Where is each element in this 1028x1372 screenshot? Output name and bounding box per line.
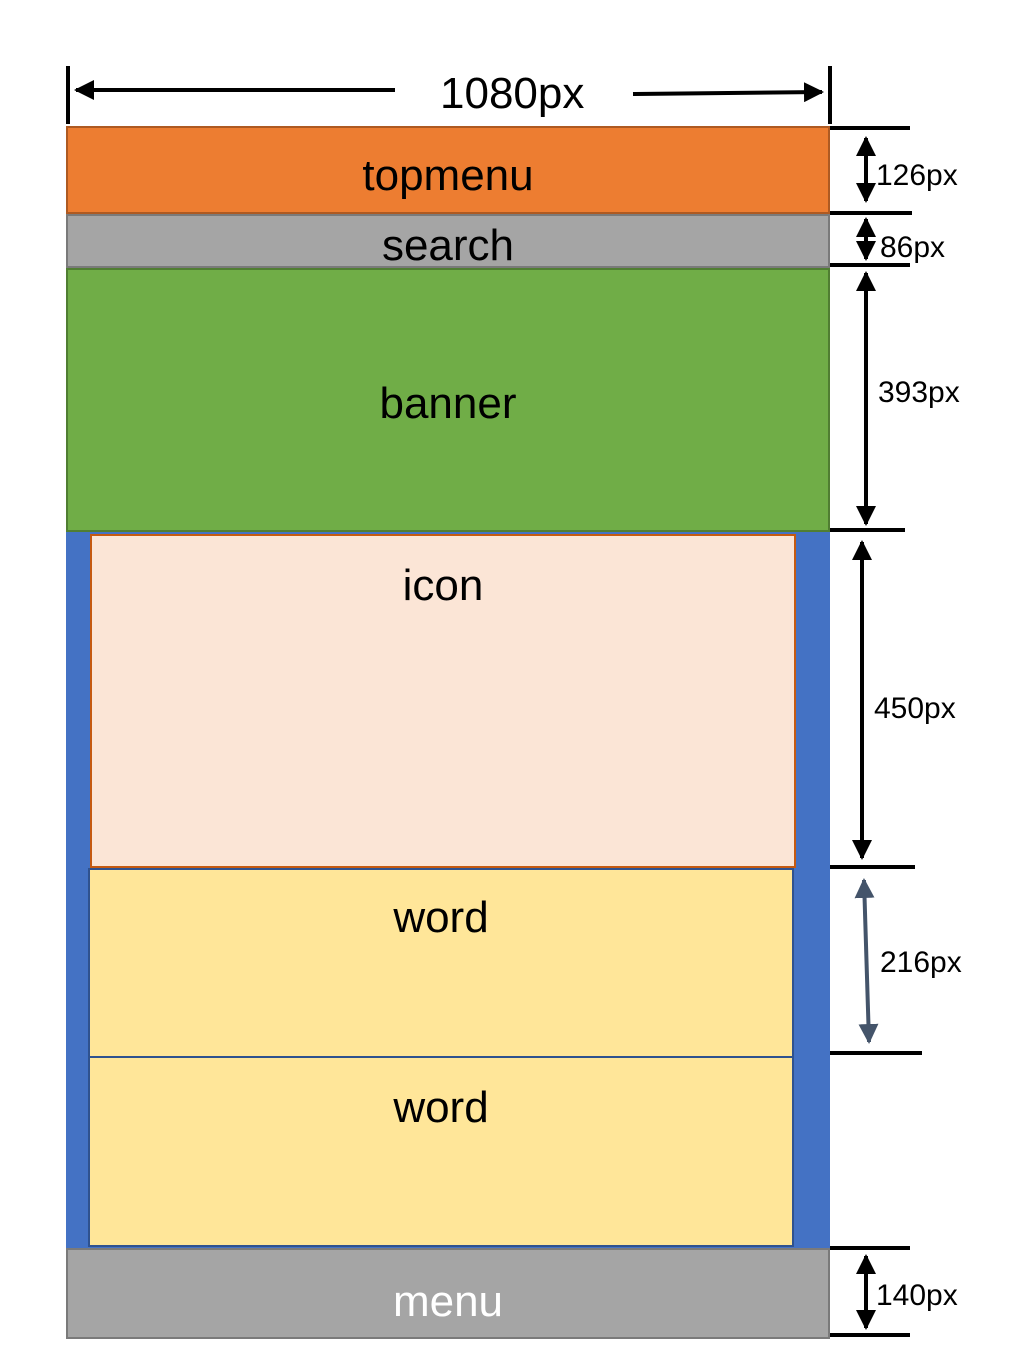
menu-label: menu	[392, 1277, 504, 1326]
icon-block: icon	[90, 534, 796, 868]
width-arrow-right	[632, 82, 824, 103]
topmenu-block: topmenu	[66, 126, 830, 214]
dim-arrow-word	[854, 878, 879, 1044]
dim-label-menu: 140px	[876, 1279, 958, 1312]
width-label: 1080px	[440, 69, 585, 118]
banner-block: banner	[66, 268, 830, 532]
topmenu-label: topmenu	[362, 151, 534, 200]
banner-label: banner	[379, 379, 517, 428]
dim-label-search: 86px	[880, 231, 946, 264]
search-block: search	[66, 214, 830, 268]
dim-label-icon: 450px	[874, 692, 956, 725]
menu-block: menu	[66, 1248, 830, 1339]
word-block-1: word	[88, 868, 794, 1058]
word-label-1: word	[393, 893, 489, 942]
dim-label-word: 216px	[880, 946, 962, 979]
dim-label-topmenu: 126px	[876, 159, 958, 192]
search-label: search	[381, 221, 515, 270]
word-label-2: word	[393, 1083, 489, 1132]
icon-label: icon	[402, 561, 484, 610]
dim-label-banner: 393px	[878, 376, 960, 409]
word-block-2: word	[88, 1056, 794, 1247]
